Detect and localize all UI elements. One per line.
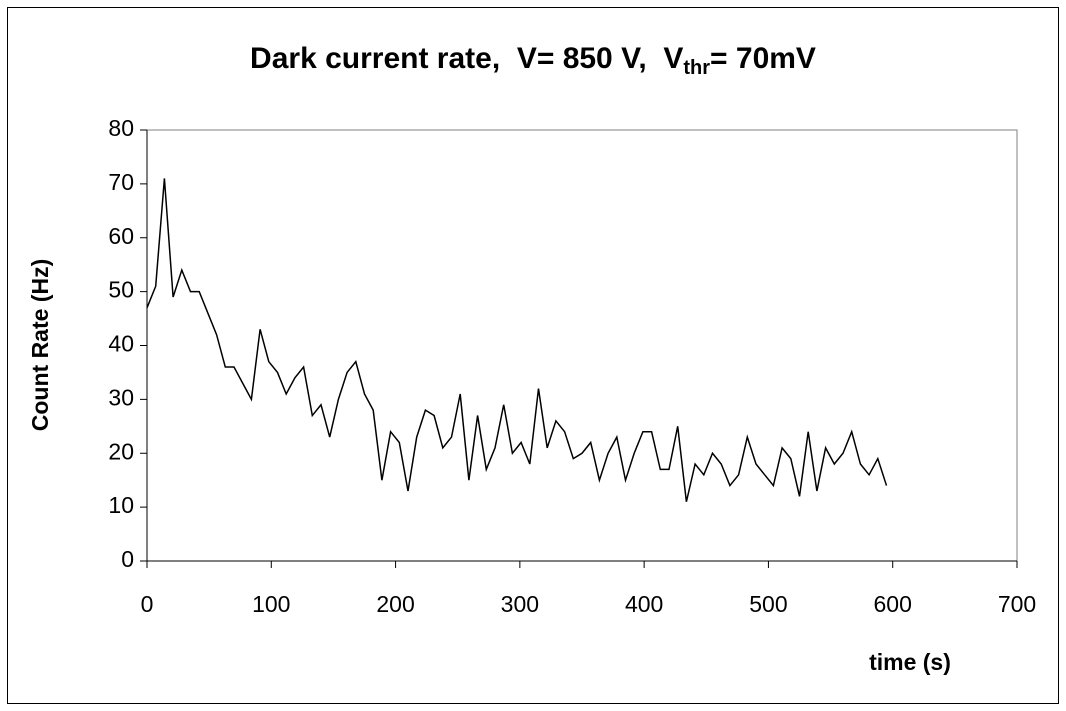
x-tick-label: 600 (874, 591, 912, 617)
title-suffix: = 70mV (710, 42, 816, 75)
x-tick-label: 100 (252, 591, 290, 617)
x-tick-label: 200 (376, 591, 414, 617)
title-subscript: thr (683, 57, 710, 79)
x-tick-label: 300 (501, 591, 539, 617)
y-tick-label: 0 (121, 546, 134, 572)
y-tick-label: 40 (108, 331, 134, 357)
y-tick-label: 70 (108, 169, 134, 195)
y-tick-label: 10 (108, 492, 134, 518)
x-tick-label: 400 (625, 591, 663, 617)
y-tick-label: 60 (108, 223, 134, 249)
y-axis-label: Count Rate (Hz) (27, 259, 53, 431)
data-line (146, 178, 888, 502)
x-tick-label: 700 (998, 591, 1036, 617)
y-tick-label: 30 (108, 384, 134, 410)
y-tick-label: 80 (108, 115, 134, 141)
x-tick-label: 0 (141, 591, 154, 617)
title-main: Dark current rate, V= 850 V, V (250, 42, 683, 75)
y-tick-label: 50 (108, 277, 134, 303)
chart-title: Dark current rate, V= 850 V, Vthr= 70mV (250, 42, 816, 79)
x-axis-label: time (s) (869, 649, 951, 675)
y-tick-label: 20 (108, 438, 134, 464)
chart-border (7, 7, 1059, 704)
x-tick-label: 500 (749, 591, 787, 617)
